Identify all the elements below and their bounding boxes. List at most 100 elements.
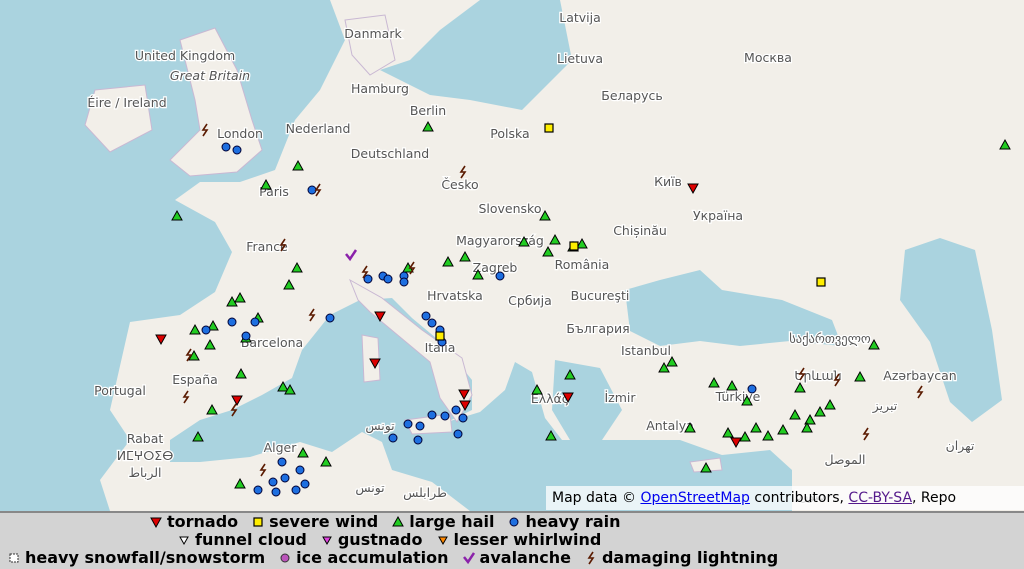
- legend-item: large hail: [392, 513, 494, 531]
- rain-icon: [383, 274, 393, 284]
- shape: [427, 318, 437, 328]
- legend-icon: [509, 517, 519, 527]
- shape: [201, 123, 209, 137]
- place-label: Italia: [425, 340, 456, 355]
- legend-label: heavy rain: [525, 512, 621, 531]
- hail-icon: [814, 405, 826, 417]
- legend-icon: [321, 536, 332, 546]
- shape: [730, 437, 742, 449]
- place-label: Česko: [441, 177, 478, 192]
- tornado-icon: [369, 358, 381, 370]
- wind-icon: [569, 241, 579, 251]
- license-link[interactable]: CC-BY-SA: [848, 490, 913, 506]
- legend-item: funnel cloud: [178, 531, 307, 549]
- shape: [916, 385, 924, 399]
- shape: [862, 427, 870, 441]
- shape: [798, 367, 806, 381]
- seas: [0, 0, 1002, 511]
- map[interactable]: United Kingdom Great Britain Éire / Irelan…: [0, 0, 1024, 511]
- hail-icon: [794, 381, 806, 393]
- hail-icon: [722, 426, 734, 438]
- rain-icon: [415, 421, 425, 431]
- place-label: România: [555, 257, 610, 272]
- shape: [268, 477, 278, 487]
- legend-label: avalanche: [479, 548, 571, 567]
- shape: [253, 517, 263, 527]
- rain-icon: [495, 271, 505, 281]
- tornado-icon: [562, 392, 574, 404]
- place-label: Беларусь: [601, 88, 663, 103]
- legend-label: lesser whirlwind: [453, 530, 602, 549]
- rain-icon: [388, 433, 398, 443]
- hail-icon: [297, 446, 309, 458]
- shape: [192, 430, 204, 442]
- shape: [833, 373, 841, 387]
- hail-icon: [422, 120, 434, 132]
- shape: [421, 311, 431, 321]
- osm-link[interactable]: OpenStreetMap: [640, 490, 750, 506]
- shape: [462, 552, 475, 565]
- hail-icon: [801, 421, 813, 433]
- rain-icon: [399, 277, 409, 287]
- shape: [280, 553, 290, 563]
- shape: [804, 413, 816, 425]
- gust-icon: [321, 536, 332, 546]
- shape: [816, 277, 826, 287]
- place-label: საქართველო: [789, 331, 871, 346]
- place-label: الموصل: [824, 452, 865, 468]
- rain-icon: [271, 487, 281, 497]
- place-label: تهران: [946, 438, 975, 454]
- wind-icon: [253, 517, 263, 527]
- shape: [549, 233, 561, 245]
- hail-icon: [235, 367, 247, 379]
- shape: [403, 419, 413, 429]
- shape: [291, 485, 301, 495]
- shape: [234, 291, 246, 303]
- tornado-icon: [155, 334, 167, 346]
- hail-icon: [777, 423, 789, 435]
- hail-icon: [666, 355, 678, 367]
- shape: [321, 536, 332, 546]
- shape: [453, 429, 463, 439]
- shape: [739, 430, 751, 442]
- hail-icon: [291, 261, 303, 273]
- place-labels: United Kingdom Great Britain Éire / Irelan…: [86, 9, 976, 506]
- place-label: Nederland: [286, 121, 351, 136]
- shape: [231, 395, 243, 407]
- shape: [708, 376, 720, 388]
- hail-icon: [545, 429, 557, 441]
- place-label: Portugal: [94, 383, 146, 398]
- place-label: Lietuva: [557, 51, 603, 66]
- hail-icon: [320, 455, 332, 467]
- rain-icon: [227, 317, 237, 327]
- legend-item: ice accumulation: [279, 549, 449, 567]
- shape: [388, 433, 398, 443]
- shape: [458, 413, 468, 423]
- shape: [544, 123, 554, 133]
- attribution-text: Map data ©: [552, 490, 636, 506]
- legend-label: severe wind: [269, 512, 379, 531]
- place-label: Chișinău: [613, 223, 667, 238]
- light-icon: [587, 551, 595, 565]
- place-label: Latvija: [559, 10, 601, 25]
- shape: [539, 209, 551, 221]
- shape: [277, 380, 289, 392]
- shape: [221, 142, 231, 152]
- hail-icon: [204, 338, 216, 350]
- shape: [259, 463, 267, 477]
- shape: [458, 389, 470, 401]
- place-label: France: [246, 239, 288, 254]
- legend-item: avalanche: [462, 548, 571, 567]
- legend-item: gustnado: [321, 531, 423, 549]
- place-label: Magyarország: [456, 233, 544, 248]
- shape: [413, 435, 423, 445]
- shape: [762, 429, 774, 441]
- shape: [271, 487, 281, 497]
- rain-icon: [453, 429, 463, 439]
- tornado-icon: [459, 400, 471, 412]
- legend-row: funnel cloud gustnado lesser whirlwind: [0, 531, 1024, 549]
- shape: [226, 295, 238, 307]
- light-icon: [361, 265, 369, 279]
- hail-icon: [442, 255, 454, 267]
- whirl-icon: [437, 536, 448, 546]
